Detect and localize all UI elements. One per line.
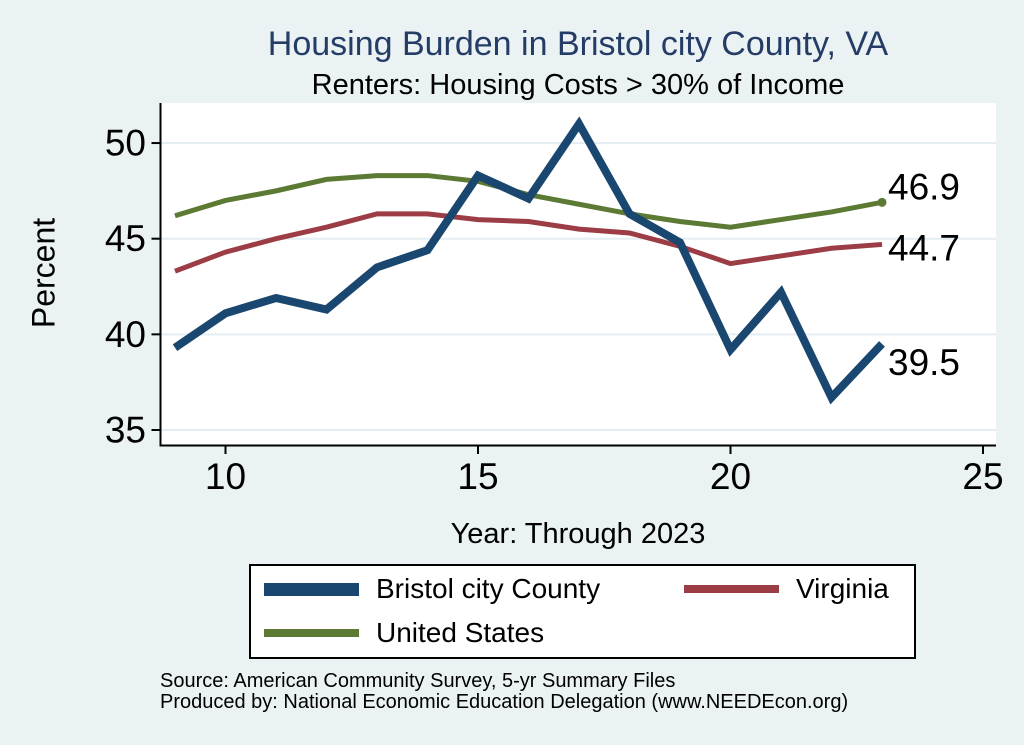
y-tick-label-50: 50: [105, 123, 146, 164]
legend-item-bristol-city-county: Bristol city County: [264, 573, 684, 605]
y-tick-label-35: 35: [105, 410, 146, 451]
end-label-bristol-city-county: 39.5: [888, 342, 960, 383]
legend: Bristol city County Virginia United States: [249, 564, 916, 659]
end-label-virginia: 44.7: [888, 227, 960, 268]
chart-subtitle: Renters: Housing Costs > 30% of Income: [311, 69, 845, 101]
x-tick-label-20: 20: [710, 456, 751, 497]
end-marker-united-states: [877, 197, 887, 207]
legend-item-virginia: Virginia: [684, 573, 914, 605]
legend-label-bristol-city-county: Bristol city County: [376, 573, 601, 604]
legend-label-virginia: Virginia: [796, 573, 889, 604]
x-tick-label-10: 10: [205, 456, 246, 497]
chart-title: Housing Burden in Bristol city County, V…: [267, 25, 889, 63]
legend-item-united-states: United States: [264, 617, 684, 649]
y-tick-label-45: 45: [105, 218, 146, 259]
x-tick-label-25: 25: [962, 456, 1003, 497]
line-virginia: [174, 211, 883, 274]
y-tick-label-40: 40: [105, 314, 146, 355]
end-label-united-states: 46.9: [888, 166, 960, 207]
legend-swatch-virginia: [684, 585, 779, 593]
x-tick-label-15: 15: [457, 456, 498, 497]
legend-swatch-united-states: [264, 629, 359, 637]
line-bristol-city-county: [172, 116, 885, 405]
produced-by-line: Produced by: National Economic Education…: [160, 691, 849, 713]
source-line: Source: American Community Survey, 5-yr …: [160, 670, 676, 692]
x-axis-title: Year: Through 2023: [450, 518, 706, 550]
source-block: Source: American Community Survey, 5-yr …: [160, 671, 1000, 713]
legend-label-united-states: United States: [376, 617, 545, 648]
plot-area: [160, 103, 996, 446]
legend-swatch-bristol-city-county: [264, 582, 359, 596]
